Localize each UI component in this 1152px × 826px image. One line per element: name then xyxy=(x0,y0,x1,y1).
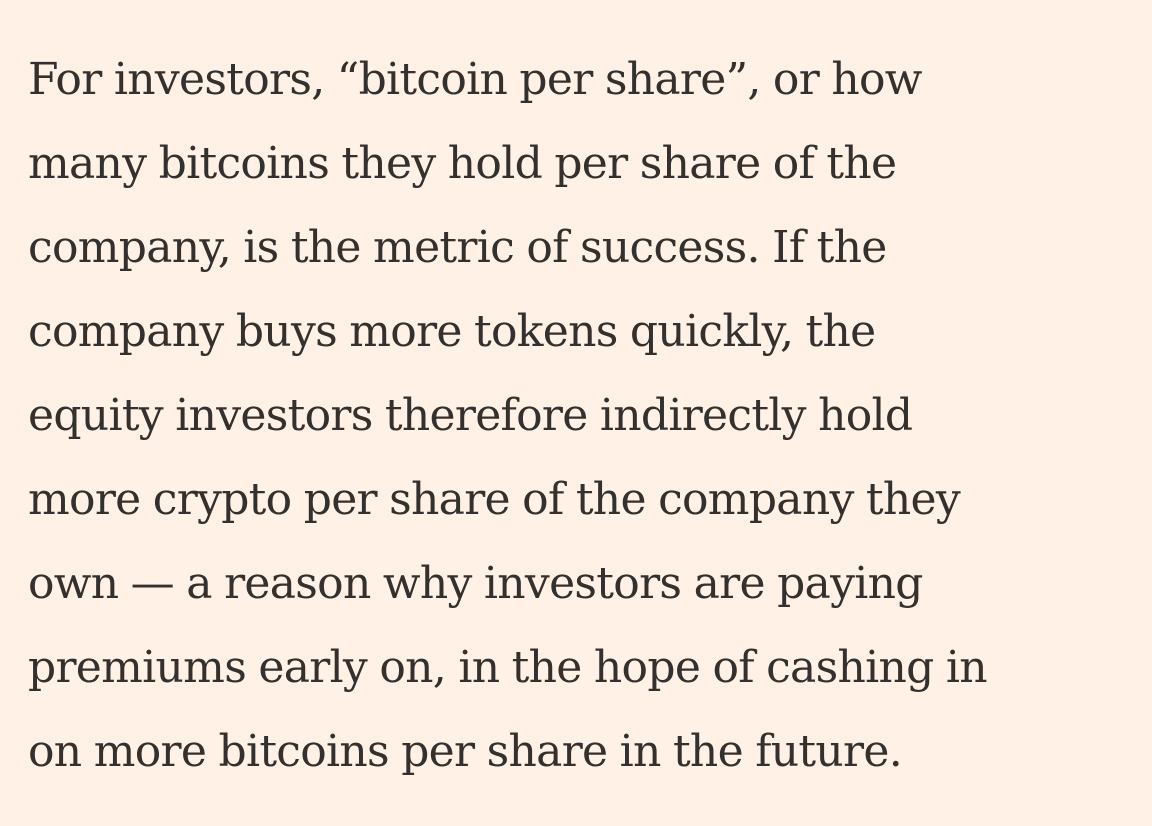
paragraph-line: equity investors therefore indirectly ho… xyxy=(28,390,913,441)
paragraph-line: more crypto per share of the company the… xyxy=(28,474,961,525)
paragraph-line: own — a reason why investors are paying xyxy=(28,558,923,609)
paragraph-line: on more bitcoins per share in the future… xyxy=(28,726,903,777)
paragraph-line: company, is the metric of success. If th… xyxy=(28,222,887,273)
paragraph-line: premiums early on, in the hope of cashin… xyxy=(28,642,988,693)
paragraph-line: For investors, “bitcoin per share”, or h… xyxy=(28,54,922,105)
paragraph-line: many bitcoins they hold per share of the xyxy=(28,138,897,189)
paragraph-line: company buys more tokens quickly, the xyxy=(28,306,876,357)
article-paragraph: For investors, “bitcoin per share”, or h… xyxy=(28,38,1138,794)
